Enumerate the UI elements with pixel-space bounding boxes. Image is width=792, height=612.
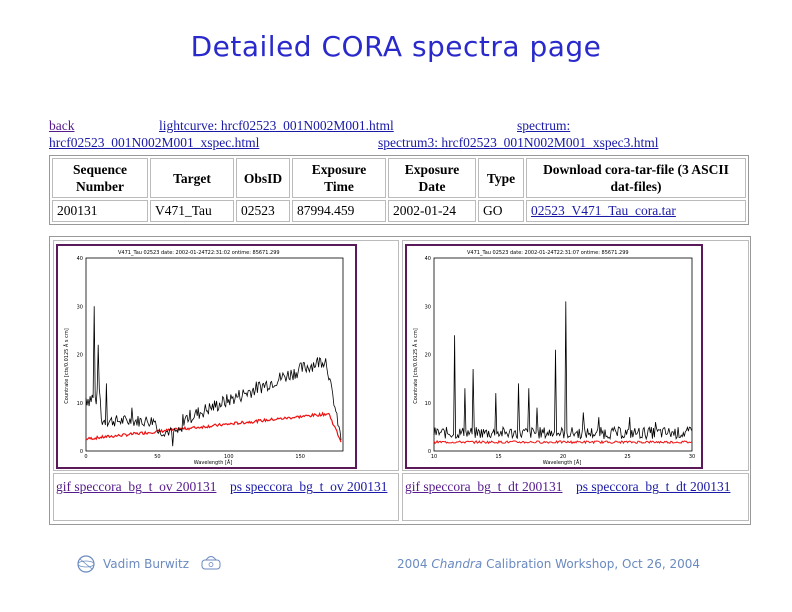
plot-ylabel: Countrate [cts/0.0125 Å s cm] — [412, 328, 419, 403]
lightcurve-link[interactable]: lightcurve: hrcf02523_001N002M001.html — [159, 118, 394, 133]
x-tick-label: 50 — [154, 454, 160, 460]
plot-cell-left: V471_Tau 02523 date: 2002-01-24T22:31:02… — [53, 240, 399, 471]
ps-detail-link[interactable]: ps speccora_bg_t_dt 200131 — [575, 479, 731, 494]
x-tick-label: 15 — [495, 454, 501, 460]
footer-year: 2004 — [397, 557, 428, 571]
y-tick-label: 0 — [80, 449, 83, 455]
plot-frame — [85, 257, 344, 452]
gif-detail-link[interactable]: gif speccora_bg_t_dt 200131 — [405, 479, 563, 494]
header-sequence: Sequence Number — [52, 158, 148, 198]
footer-workshop: Calibration Workshop, Oct 26, 2004 — [486, 557, 700, 571]
header-type: Type — [478, 158, 524, 198]
cell-target: V471_Tau — [150, 200, 234, 222]
footer-author: Vadim Burwitz — [103, 557, 190, 571]
x-tick-label: 10 — [431, 454, 437, 460]
y-tick-label: 10 — [425, 401, 431, 407]
x-tick-label: 25 — [624, 454, 630, 460]
plot-header: V471_Tau 02523 date: 2002-01-24T22:31:02… — [118, 250, 280, 256]
x-tick-label: 0 — [84, 454, 87, 460]
x-tick-label: 100 — [224, 454, 234, 460]
plot-cell-right: V471_Tau 02523 date: 2002-01-24T22:31:07… — [402, 240, 749, 471]
header-obsid: ObsID — [236, 158, 290, 198]
caption-cell-right: gif speccora_bg_t_dt 200131 ps speccora_… — [402, 473, 749, 521]
footer-event: 2004 Chandra Calibration Workshop, Oct 2… — [397, 557, 700, 571]
table-row: 200131 V471_Tau 02523 87994.459 2002-01-… — [52, 200, 746, 222]
spectrum-plot-detail[interactable]: V471_Tau 02523 date: 2002-01-24T22:31:07… — [405, 244, 703, 469]
header-target: Target — [150, 158, 234, 198]
caption-cell-left: gif speccora_bg_t_ov 200131 ps speccora_… — [53, 473, 399, 521]
back-link[interactable]: back — [49, 118, 75, 133]
y-tick-label: 20 — [77, 353, 83, 359]
source-spectrum-line — [433, 301, 692, 441]
x-tick-label: 150 — [295, 454, 305, 460]
ps-overview-link[interactable]: ps speccora_bg_t_ov 200131 — [229, 479, 388, 494]
header-exposure-date: Exposure Date — [388, 158, 476, 198]
spectrum-plot-overview[interactable]: V471_Tau 02523 date: 2002-01-24T22:31:02… — [56, 244, 357, 469]
spectrum-file-link[interactable]: hrcf02523_001N002M001_xspec.html — [49, 135, 260, 150]
plot-caption-left: gif speccora_bg_t_ov 200131 ps speccora_… — [56, 478, 394, 495]
plot-header: V471_Tau 02523 date: 2002-01-24T22:31:07… — [467, 250, 629, 256]
cell-sequence: 200131 — [52, 200, 148, 222]
spectrum3-link[interactable]: spectrum3: hrcf02523_001N002M001_xspec3.… — [378, 135, 659, 150]
plot-caption-right: gif speccora_bg_t_dt 200131 ps speccora_… — [405, 478, 744, 495]
cell-type: GO — [478, 200, 524, 222]
header-download: Download cora-tar-file (3 ASCII dat-file… — [526, 158, 746, 198]
plot-frame — [433, 257, 693, 452]
cell-exposure-time: 87994.459 — [292, 200, 386, 222]
source-spectrum-line — [85, 306, 342, 447]
gif-overview-link[interactable]: gif speccora_bg_t_ov 200131 — [56, 479, 217, 494]
plot-xlabel: Wavelength [Å] — [543, 459, 582, 466]
plot-axes: 0 50 100 150 0 10 20 30 40 — [77, 256, 305, 460]
cell-download: 02523_V471_Tau_cora.tar — [526, 200, 746, 222]
plots-table: V471_Tau 02523 date: 2002-01-24T22:31:02… — [49, 236, 751, 525]
y-tick-label: 40 — [425, 256, 431, 262]
background-spectrum-line — [85, 411, 342, 443]
chandra-logo-icon — [77, 555, 95, 573]
download-tar-link[interactable]: 02523_V471_Tau_cora.tar — [531, 203, 676, 218]
x-tick-label: 30 — [689, 454, 695, 460]
header-exposure-time: Exposure Time — [292, 158, 386, 198]
y-tick-label: 30 — [77, 304, 83, 310]
table-header-row: Sequence Number Target ObsID Exposure Ti… — [52, 158, 746, 198]
mpe-logo-icon — [201, 556, 221, 570]
x-tick-label: 20 — [560, 454, 566, 460]
y-tick-label: 40 — [77, 256, 83, 262]
page-title: Detailed CORA spectra page — [190, 30, 602, 63]
spectrum-link[interactable]: spectrum: — [517, 118, 571, 133]
observation-table: Sequence Number Target ObsID Exposure Ti… — [49, 155, 749, 225]
y-tick-label: 30 — [425, 304, 431, 310]
plot-xlabel: Wavelength [Å] — [194, 459, 233, 466]
cell-exposure-date: 2002-01-24 — [388, 200, 476, 222]
y-tick-label: 20 — [425, 353, 431, 359]
plot-ylabel: Countrate [cts/0.0125 Å s cm] — [63, 328, 70, 403]
cell-obsid: 02523 — [236, 200, 290, 222]
y-tick-label: 0 — [428, 449, 431, 455]
background-spectrum-line — [433, 439, 692, 445]
footer-chandra: Chandra — [431, 557, 483, 571]
y-tick-label: 10 — [77, 401, 83, 407]
